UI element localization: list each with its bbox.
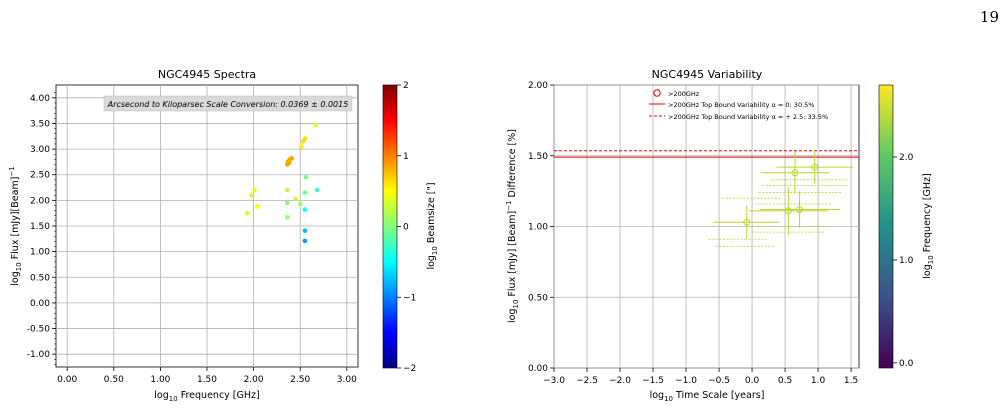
legend-entry-1: >200GHz Top Bound Variability α = 0: 30.… (668, 101, 814, 109)
legend-circle-marker (653, 89, 661, 97)
x-tick-label: 0.5 (778, 376, 792, 386)
y-tick-label: 0.00 (528, 364, 548, 374)
x-tick-label: −0.5 (708, 376, 730, 386)
data-point (302, 136, 308, 142)
y-tick-label: 2.50 (30, 171, 50, 181)
data-point (252, 187, 257, 193)
x-tick-label: −2.5 (576, 376, 598, 386)
data-point (244, 210, 250, 216)
x-tick-label: 1.5 (844, 376, 858, 386)
beamsize-colorbar (382, 84, 398, 369)
data-point (314, 187, 320, 193)
y-tick-label: 1.00 (528, 223, 548, 233)
data-point (284, 214, 290, 220)
colorbar-tick-label: 1.0 (899, 256, 914, 266)
spectra-title: NGC4945 Spectra (158, 68, 256, 81)
data-point (289, 156, 295, 161)
data-point (284, 200, 290, 206)
spectra-xlabel: log10 Frequency [GHz] (154, 390, 259, 403)
data-point (302, 228, 308, 233)
beamsize-colorbar-ticks: 2 1 0 −1 −2 (397, 81, 416, 374)
data-point (297, 201, 303, 207)
variability-bound-lines (554, 150, 859, 158)
spectra-y-ticks: 4.00 3.50 3.00 2.50 2.00 1.50 1.00 0.50 0.00 -0.5… (27, 92, 56, 365)
x-tick-label: 1.50 (197, 375, 217, 385)
data-point (303, 174, 309, 180)
y-tick-label: 1.50 (30, 222, 50, 232)
x-tick-label: 1.00 (150, 375, 170, 385)
data-point (293, 196, 298, 202)
legend-entry-0: >200GHz (668, 90, 700, 98)
x-tick-label: −1.0 (675, 376, 697, 386)
variability-ylabel: log10 Flux [mJy] [Beam]−1 Difference [%] (505, 129, 520, 323)
variability-points (713, 150, 854, 240)
spectra-x-ticks: 0.00 0.50 1.00 1.50 2.00 2.50 3.00 (57, 367, 357, 385)
colorbar-tick-label: 2.0 (899, 153, 914, 163)
legend-entry-2: >200GHz Top Bound Variability α = + 2.5:… (668, 113, 828, 121)
y-tick-label: 0.50 (528, 293, 548, 303)
x-tick-label: −2.0 (609, 376, 631, 386)
variability-legend: >200GHz >200GHz Top Bound Variability α … (649, 89, 828, 121)
data-point (249, 192, 255, 198)
data-point (302, 238, 308, 244)
y-tick-label: 4.00 (30, 94, 50, 104)
y-tick-label: 3.00 (30, 145, 50, 155)
data-point (298, 144, 304, 149)
beamsize-colorbar-label: log10 Beamsize ["] (426, 182, 439, 269)
x-tick-label: 0.00 (57, 375, 77, 385)
colorbar-tick-label: 0 (403, 223, 409, 233)
variability-chart: NGC4945 Variability −3.0 −2.5 −2.0 −1.5 −1.0… (505, 68, 935, 403)
y-tick-label: -0.50 (27, 325, 51, 335)
variability-title: NGC4945 Variability (652, 68, 763, 81)
x-tick-label: 0.50 (104, 375, 124, 385)
frequency-colorbar (878, 84, 894, 369)
data-point (796, 206, 804, 214)
spectra-ylabel: log10 Flux [mJy][Beam]−1 (8, 166, 23, 285)
data-point (791, 169, 799, 177)
x-tick-label: −1.5 (642, 376, 664, 386)
colorbar-tick-label: 1 (403, 152, 409, 162)
colorbar-tick-label: 0.0 (899, 359, 914, 369)
variability-x-ticks: −3.0 −2.5 −2.0 −1.5 −1.0 −0.5 0.0 0.5 1.0 1.5 (543, 368, 858, 386)
colorbar-tick-label: 2 (403, 81, 409, 91)
x-tick-label: 3.00 (337, 375, 357, 385)
spectra-points (244, 122, 320, 244)
variability-xlabel: log10 Time Scale [years] (650, 390, 765, 403)
variability-y-ticks: 2.00 1.50 1.00 0.50 0.00 (528, 81, 554, 374)
colorbar-tick-label: −2 (403, 364, 416, 374)
spectra-annotation: Arcsecond to Kiloparsec Scale Conversion… (107, 100, 349, 109)
data-point (313, 122, 319, 128)
y-tick-label: 0.50 (30, 273, 50, 283)
y-tick-label: 3.50 (30, 119, 50, 129)
y-tick-label: 0.00 (30, 299, 50, 309)
frequency-colorbar-label: log10 Frequency [GHz] (922, 173, 935, 278)
data-point (284, 187, 290, 193)
y-tick-label: 1.50 (528, 152, 548, 162)
page-number: 19 (979, 8, 999, 26)
spectra-annotation-box (103, 95, 353, 112)
x-tick-label: 2.50 (290, 375, 310, 385)
spectra-grid (56, 85, 358, 367)
data-point (302, 190, 308, 195)
y-tick-label: 2.00 (528, 81, 548, 91)
y-tick-label: -1.00 (27, 350, 51, 360)
x-tick-label: 2.00 (244, 375, 264, 385)
x-tick-label: 1.0 (811, 376, 826, 386)
x-tick-label: 0.0 (745, 376, 760, 386)
y-tick-label: 1.00 (30, 248, 50, 258)
data-point (811, 163, 819, 171)
data-point (255, 204, 260, 209)
data-point (743, 218, 751, 226)
x-tick-label: −3.0 (543, 376, 565, 386)
spectra-chart: NGC4945 Spectra 0.00 0.50 1.00 1.50 2.00 2.50… (8, 68, 439, 403)
y-tick-label: 2.00 (30, 196, 50, 206)
colorbar-tick-label: −1 (403, 293, 416, 303)
data-point (302, 207, 308, 212)
data-point (286, 160, 292, 166)
variability-dashed-errors (709, 179, 848, 247)
frequency-colorbar-ticks: 2.0 1.0 0.0 (893, 153, 914, 369)
data-point (784, 207, 792, 215)
